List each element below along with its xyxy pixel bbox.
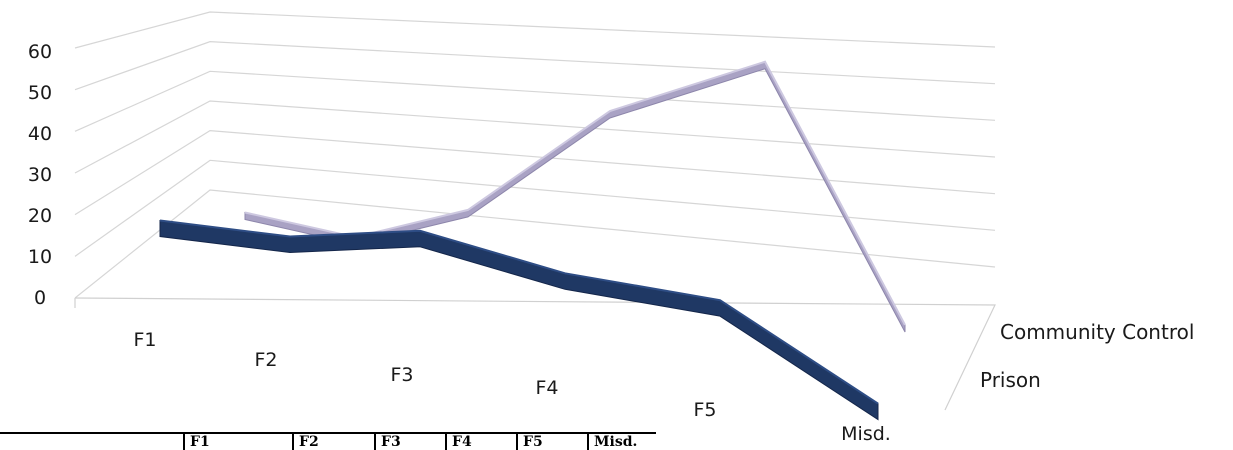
table-header-cell: F1 bbox=[183, 434, 299, 450]
x-tick-label: F5 bbox=[693, 399, 716, 421]
gridlines bbox=[75, 12, 995, 298]
gridline-0 bbox=[75, 190, 995, 298]
x-tick-label: F1 bbox=[133, 329, 156, 351]
ribbon-band bbox=[160, 221, 878, 420]
gridline-20 bbox=[75, 131, 995, 215]
depth-axis-label: Community Control bbox=[1000, 320, 1194, 344]
depth-axis-label: Prison bbox=[980, 368, 1041, 392]
y-tick-label: 50 bbox=[28, 82, 52, 104]
y-tick-label: 40 bbox=[28, 123, 52, 145]
y-tick-label: 20 bbox=[28, 205, 52, 227]
table-header-cell: F5 bbox=[516, 434, 594, 450]
x-tick-label: Misd. bbox=[841, 423, 891, 445]
table-header-cell: F4 bbox=[445, 434, 523, 450]
table-header-cell: F2 bbox=[292, 434, 381, 450]
table-header-cell: F3 bbox=[374, 434, 452, 450]
y-tick-label: 10 bbox=[28, 246, 52, 268]
y-tick-label: 30 bbox=[28, 164, 52, 186]
gridline-50 bbox=[75, 42, 995, 90]
table-header-cell: Misd. bbox=[587, 434, 663, 450]
y-tick-label: 0 bbox=[34, 287, 46, 309]
x-tick-label: F4 bbox=[535, 377, 558, 399]
x-tick-label: F3 bbox=[390, 364, 413, 386]
series-prison bbox=[160, 221, 878, 420]
x-tick-label: F2 bbox=[254, 349, 277, 371]
y-tick-label: 60 bbox=[28, 41, 52, 63]
gridline-60 bbox=[75, 12, 995, 48]
